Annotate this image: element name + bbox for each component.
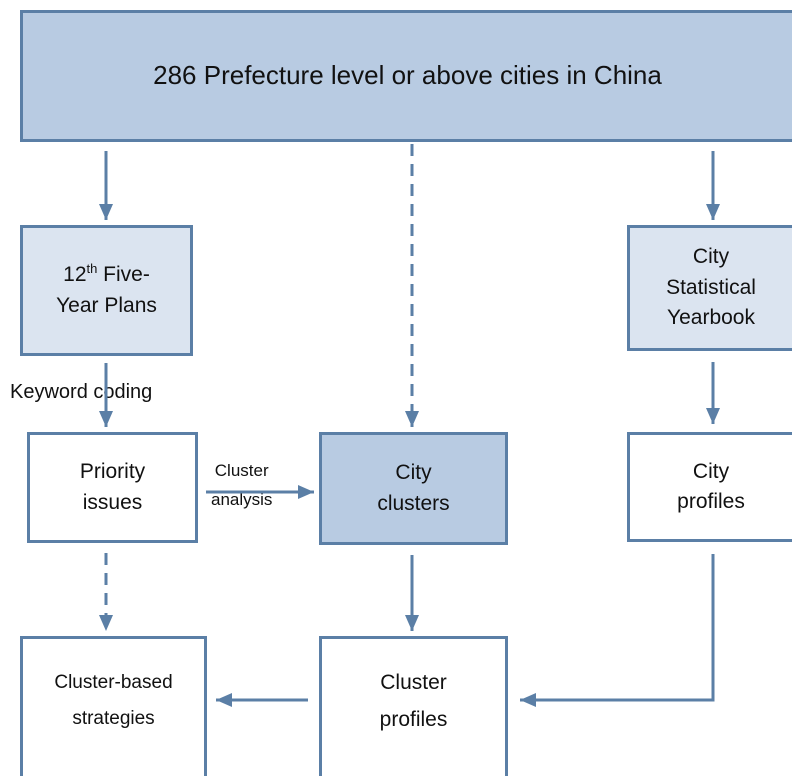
five-year-plans-line2: Year Plans <box>56 293 157 317</box>
priority-issues-box: Priority issues <box>27 432 198 543</box>
five-year-plans-five: Five- <box>97 263 150 287</box>
arrow-city-profiles-to-cluster-profiles <box>520 554 715 707</box>
cluster-profiles-box: Cluster profiles <box>319 636 508 776</box>
city-profiles-line1: City <box>692 459 730 483</box>
clusters-line2: clusters <box>377 491 450 515</box>
cities-box-text: 286 Prefecture level or above cities in … <box>153 60 662 91</box>
yearbook-line1: City <box>692 245 730 269</box>
clusters-line1: City <box>395 461 432 485</box>
yearbook-line3: Yearbook <box>667 306 755 330</box>
statistical-yearbook-box: City Statistical Yearbook <box>627 225 792 351</box>
yearbook-line2: Statistical <box>666 275 756 299</box>
cluster-profiles-line1: Cluster <box>380 671 447 694</box>
cluster-analysis-label: Cluster analysis <box>211 457 272 515</box>
five-year-plans-number: 12 <box>63 263 87 287</box>
cities-box: 286 Prefecture level or above cities in … <box>20 10 792 142</box>
city-clusters-box: City clusters <box>319 432 508 545</box>
cluster-analysis-line2: analysis <box>211 489 273 509</box>
city-profiles-line2: profiles <box>677 490 745 513</box>
cluster-profiles-line2: profiles <box>379 707 448 731</box>
city-profiles-box: City profiles <box>627 432 792 542</box>
priority-line2: issues <box>82 490 143 514</box>
five-year-plans-box: 12th Five- Year Plans <box>20 225 193 356</box>
strategies-line2: strategies <box>72 708 155 730</box>
cluster-based-strategies-box: Cluster-based strategies <box>20 636 207 776</box>
priority-line1: Priority <box>79 460 146 484</box>
cluster-analysis-line1: Cluster <box>214 461 269 480</box>
five-year-plans-ordinal: th <box>86 261 98 277</box>
five-year-plans-line1: 12th Five- <box>63 260 150 290</box>
strategies-line1: Cluster-based <box>54 672 173 693</box>
keyword-coding-label: Keyword coding <box>10 381 153 403</box>
